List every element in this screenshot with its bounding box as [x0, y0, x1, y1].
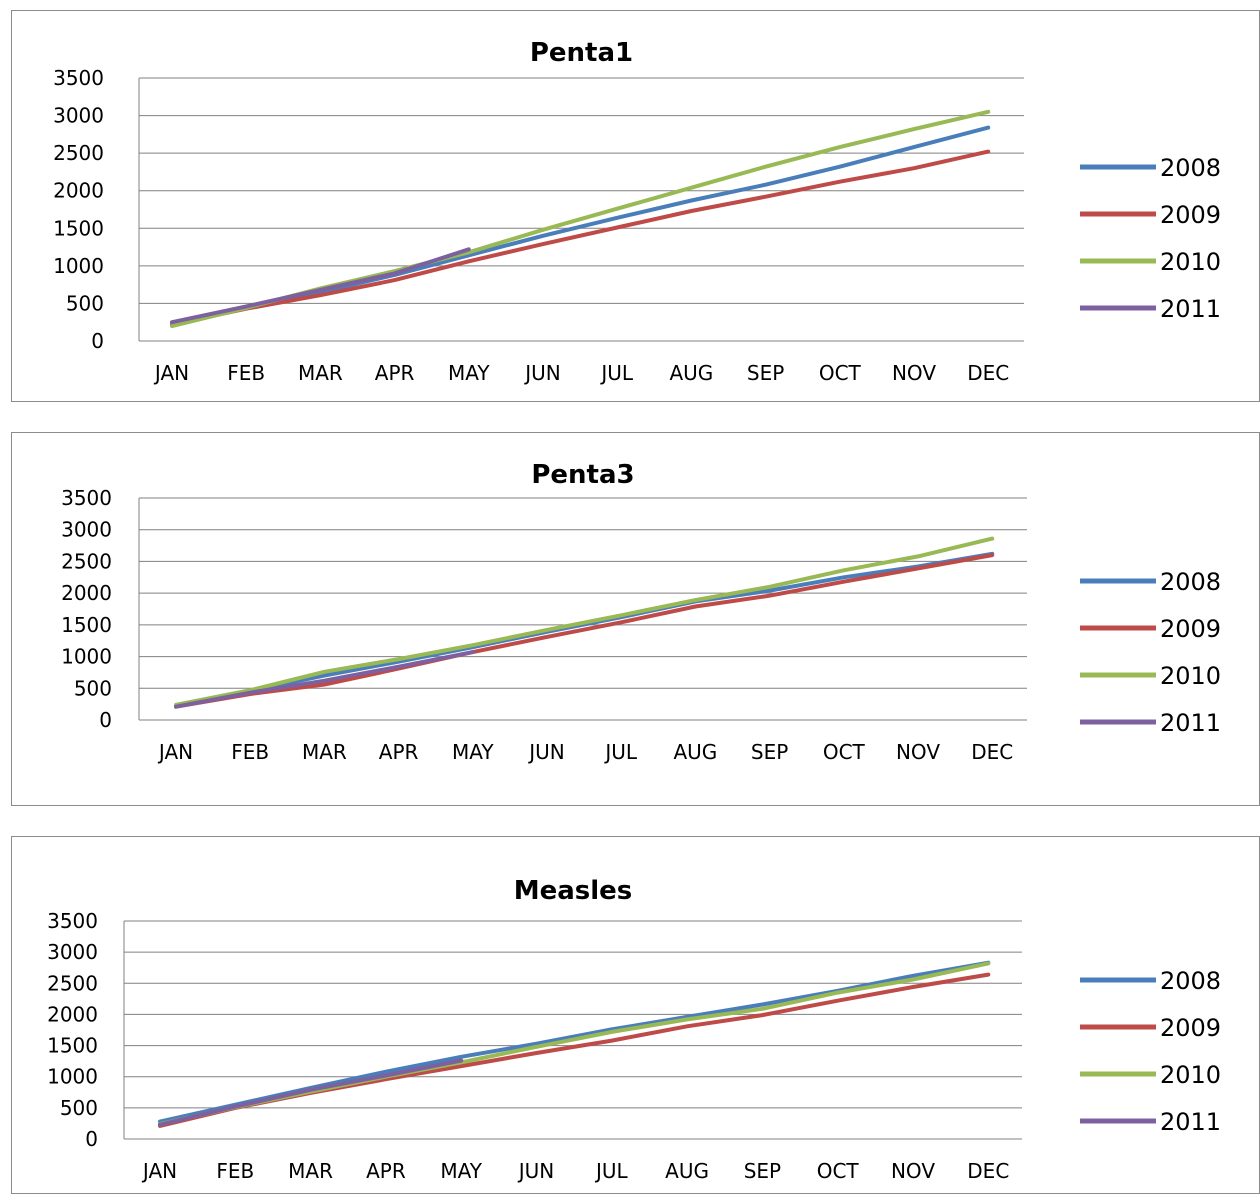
page-header-strip — [0, 0, 1260, 4]
chart-penta1: Penta1 0 500 1000 1500 2000 2500 3000 3500 JAN FEB… — [11, 10, 1260, 402]
penta3-xtick-oct: OCT — [823, 740, 866, 764]
penta3-xtick-apr: APR — [379, 740, 419, 764]
measles-ytick-3000: 3000 — [47, 940, 98, 964]
penta1-xtick-mar: MAR — [298, 361, 343, 385]
penta1-series-2011 — [170, 247, 471, 325]
penta3-xtick-feb: FEB — [231, 740, 269, 764]
penta3-ytick-1000: 1000 — [61, 645, 112, 669]
penta3-xtick-nov: NOV — [896, 740, 940, 764]
penta1-title: Penta1 — [530, 38, 633, 68]
penta3-xtick-jun: JUN — [527, 740, 565, 764]
measles-xtick-feb: FEB — [216, 1159, 254, 1183]
measles-series-2011 — [158, 1058, 464, 1127]
penta3-xtick-sep: SEP — [751, 740, 788, 764]
penta1-series-2009 — [170, 149, 991, 327]
penta1-xtick-nov: NOV — [892, 361, 936, 385]
penta3-xtick-jan: JAN — [157, 740, 193, 764]
penta3-ytick-1500: 1500 — [61, 613, 112, 637]
penta1-legend-label-2008: 2008 — [1160, 154, 1221, 182]
penta3-ytick-0: 0 — [99, 708, 112, 732]
measles-legend-label-2010: 2010 — [1160, 1061, 1221, 1089]
penta1-xtick-jul: JUL — [599, 361, 634, 385]
chart-penta3: Penta3 0 500 1000 1500 2000 2500 3000 3500 JAN FEB… — [11, 432, 1260, 806]
penta3-ytick-2500: 2500 — [61, 549, 112, 573]
penta1-xtick-feb: FEB — [227, 361, 265, 385]
measles-xtick-jun: JUN — [517, 1159, 555, 1183]
measles-xtick-dec: DEC — [967, 1159, 1009, 1183]
measles-ytick-2500: 2500 — [47, 971, 98, 995]
penta1-xtick-jan: JAN — [153, 361, 189, 385]
penta1-ytick-1000: 1000 — [53, 254, 104, 278]
measles-ytick-3500: 3500 — [47, 909, 98, 933]
penta3-xtick-mar: MAR — [302, 740, 347, 764]
penta3-xtick-aug: AUG — [673, 740, 717, 764]
chart-penta1-svg: Penta1 0 500 1000 1500 2000 2500 3000 3500 JAN FEB… — [53, 38, 1221, 385]
measles-legend-label-2008: 2008 — [1160, 967, 1221, 995]
measles-xtick-aug: AUG — [665, 1159, 709, 1183]
penta3-series-2011 — [174, 650, 475, 709]
measles-ytick-1000: 1000 — [47, 1065, 98, 1089]
penta1-xtick-dec: DEC — [967, 361, 1009, 385]
penta3-series-2010 — [174, 536, 995, 707]
penta3-xtick-may: MAY — [452, 740, 494, 764]
measles-series-2009 — [158, 972, 991, 1128]
penta1-legend-label-2009: 2009 — [1160, 201, 1221, 229]
measles-legend-label-2011: 2011 — [1160, 1108, 1221, 1136]
penta1-xtick-jun: JUN — [523, 361, 561, 385]
penta3-ytick-2000: 2000 — [61, 581, 112, 605]
penta3-legend-label-2009: 2009 — [1160, 615, 1221, 643]
chart-measles-svg: Measles 0 500 1000 1500 2000 2500 3000 3500 JAN FE… — [47, 876, 1221, 1183]
penta1-xtick-may: MAY — [448, 361, 490, 385]
measles-xtick-mar: MAR — [288, 1159, 333, 1183]
measles-ytick-0: 0 — [85, 1127, 98, 1151]
penta3-ytick-3500: 3500 — [61, 486, 112, 510]
penta3-series-2009 — [174, 553, 995, 709]
penta1-ytick-3000: 3000 — [53, 104, 104, 128]
penta3-legend-label-2010: 2010 — [1160, 662, 1221, 690]
measles-ytick-500: 500 — [60, 1096, 98, 1120]
penta3-xtick-jul: JUL — [603, 740, 638, 764]
measles-xtick-jul: JUL — [594, 1159, 629, 1183]
penta1-ytick-2500: 2500 — [53, 141, 104, 165]
penta1-ytick-500: 500 — [66, 291, 104, 315]
penta1-xtick-aug: AUG — [669, 361, 713, 385]
measles-ytick-2000: 2000 — [47, 1002, 98, 1026]
penta1-legend-label-2011: 2011 — [1160, 295, 1221, 323]
penta3-ytick-3000: 3000 — [61, 518, 112, 542]
measles-xtick-nov: NOV — [891, 1159, 935, 1183]
measles-xtick-may: MAY — [440, 1159, 482, 1183]
penta1-ytick-1500: 1500 — [53, 216, 104, 240]
penta1-legend-label-2010: 2010 — [1160, 248, 1221, 276]
penta1-xtick-apr: APR — [375, 361, 415, 385]
chart-penta3-svg: Penta3 0 500 1000 1500 2000 2500 3000 3500 JAN FEB… — [61, 460, 1221, 764]
penta3-xtick-dec: DEC — [971, 740, 1013, 764]
penta1-series-2008 — [170, 125, 991, 327]
penta3-ytick-500: 500 — [74, 676, 112, 700]
measles-xtick-oct: OCT — [817, 1159, 860, 1183]
measles-xtick-jan: JAN — [141, 1159, 177, 1183]
measles-title: Measles — [514, 876, 633, 906]
penta3-title: Penta3 — [531, 460, 634, 490]
penta3-legend-label-2011: 2011 — [1160, 709, 1221, 737]
measles-ytick-1500: 1500 — [47, 1034, 98, 1058]
measles-xtick-sep: SEP — [744, 1159, 781, 1183]
measles-xtick-apr: APR — [366, 1159, 406, 1183]
penta1-ytick-0: 0 — [91, 329, 104, 353]
penta1-xtick-sep: SEP — [747, 361, 784, 385]
penta1-ytick-3500: 3500 — [53, 66, 104, 90]
penta1-xtick-oct: OCT — [819, 361, 862, 385]
penta3-legend-label-2008: 2008 — [1160, 568, 1221, 596]
penta1-ytick-2000: 2000 — [53, 179, 104, 203]
measles-legend-label-2009: 2009 — [1160, 1014, 1221, 1042]
chart-measles: Measles 0 500 1000 1500 2000 2500 3000 3500 JAN FE… — [11, 836, 1260, 1194]
